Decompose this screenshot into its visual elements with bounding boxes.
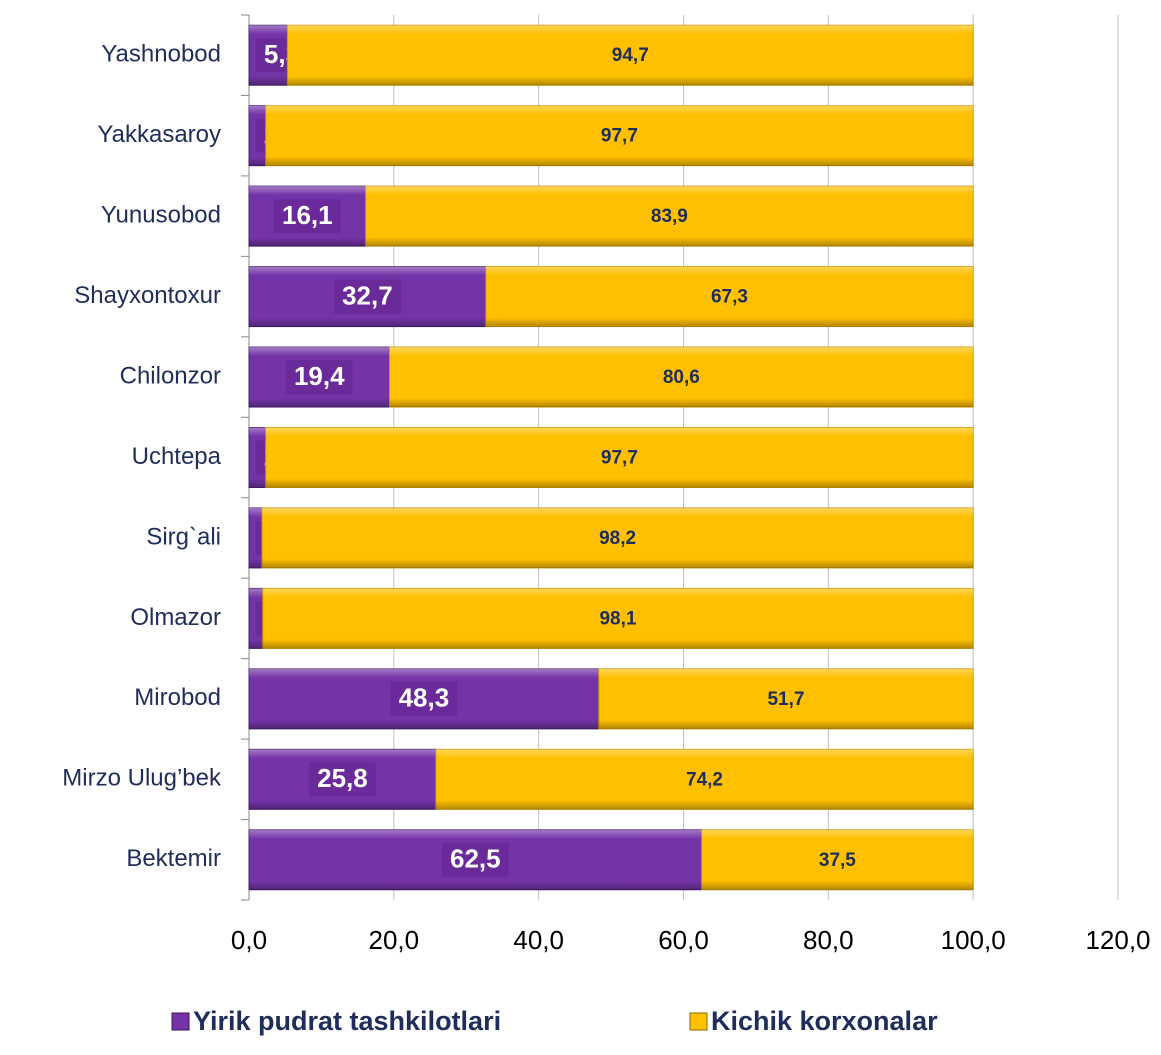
legend-label: Kichik korxonalar bbox=[711, 1006, 938, 1036]
value-label: 19,4 bbox=[294, 361, 345, 391]
value-label-box bbox=[334, 279, 401, 314]
value-label: 48,3 bbox=[399, 683, 450, 713]
value-label: 98,2 bbox=[599, 528, 636, 549]
y-tick-label: Uchtepa bbox=[132, 443, 222, 470]
x-tick-label: 40,0 bbox=[513, 925, 564, 955]
value-label: 83,9 bbox=[651, 206, 688, 227]
value-label: 16,1 bbox=[282, 200, 333, 230]
value-label: 97,7 bbox=[601, 448, 638, 469]
bar-shade bbox=[287, 25, 974, 86]
value-label-box bbox=[273, 199, 341, 234]
value-label-box bbox=[309, 762, 376, 797]
value-label: 67,3 bbox=[711, 287, 748, 308]
value-label: 62,5 bbox=[450, 844, 501, 874]
bar-shade bbox=[389, 347, 974, 408]
value-label: 37,5 bbox=[819, 850, 856, 871]
bar-shade bbox=[701, 829, 974, 890]
y-tick-label: Chilonzor bbox=[120, 362, 221, 389]
value-label: 94,7 bbox=[612, 45, 649, 66]
bar-shade bbox=[265, 105, 974, 166]
y-tick-label: Yakkasaroy bbox=[97, 121, 221, 148]
bar-shade bbox=[598, 668, 974, 729]
value-label: 51,7 bbox=[767, 689, 804, 710]
y-tick-label: Olmazor bbox=[130, 604, 221, 631]
y-tick-label: Bektemir bbox=[126, 845, 221, 872]
y-tick-label: Yashnobod bbox=[101, 41, 221, 68]
legend-marker bbox=[689, 1012, 708, 1031]
value-label: 97,7 bbox=[601, 126, 638, 147]
y-tick-label: Yunusobod bbox=[101, 201, 221, 228]
y-tick-label: Mirobod bbox=[134, 684, 221, 711]
value-label-box bbox=[390, 681, 458, 716]
value-label: 32,7 bbox=[342, 280, 393, 310]
x-tick-label: 60,0 bbox=[658, 925, 709, 955]
x-tick-label: 80,0 bbox=[803, 925, 854, 955]
value-label-box bbox=[285, 360, 353, 395]
x-tick-label: 0,0 bbox=[231, 925, 267, 955]
bar-shade bbox=[262, 588, 974, 649]
value-label: 98,1 bbox=[599, 608, 636, 629]
y-tick-label: Shayxontoxur bbox=[74, 282, 221, 309]
value-label-box bbox=[441, 842, 509, 877]
legend-label: Yirik pudrat tashkilotlari bbox=[193, 1006, 501, 1036]
bar-shade bbox=[485, 266, 974, 327]
y-tick-label: Sirg`ali bbox=[146, 523, 221, 550]
bar-shade bbox=[435, 749, 974, 810]
bar-shade bbox=[262, 507, 974, 568]
value-label: 74,2 bbox=[686, 769, 723, 790]
legend-marker bbox=[171, 1012, 190, 1031]
y-tick-label: Mirzo Ulug’bek bbox=[62, 765, 222, 792]
value-label: 80,6 bbox=[663, 367, 700, 388]
x-tick-label: 20,0 bbox=[369, 925, 420, 955]
bar-shade bbox=[265, 427, 974, 488]
x-tick-label: 100,0 bbox=[941, 925, 1006, 955]
bar-shade bbox=[365, 186, 974, 247]
x-tick-label: 120,0 bbox=[1085, 925, 1150, 955]
value-label: 25,8 bbox=[317, 763, 368, 793]
